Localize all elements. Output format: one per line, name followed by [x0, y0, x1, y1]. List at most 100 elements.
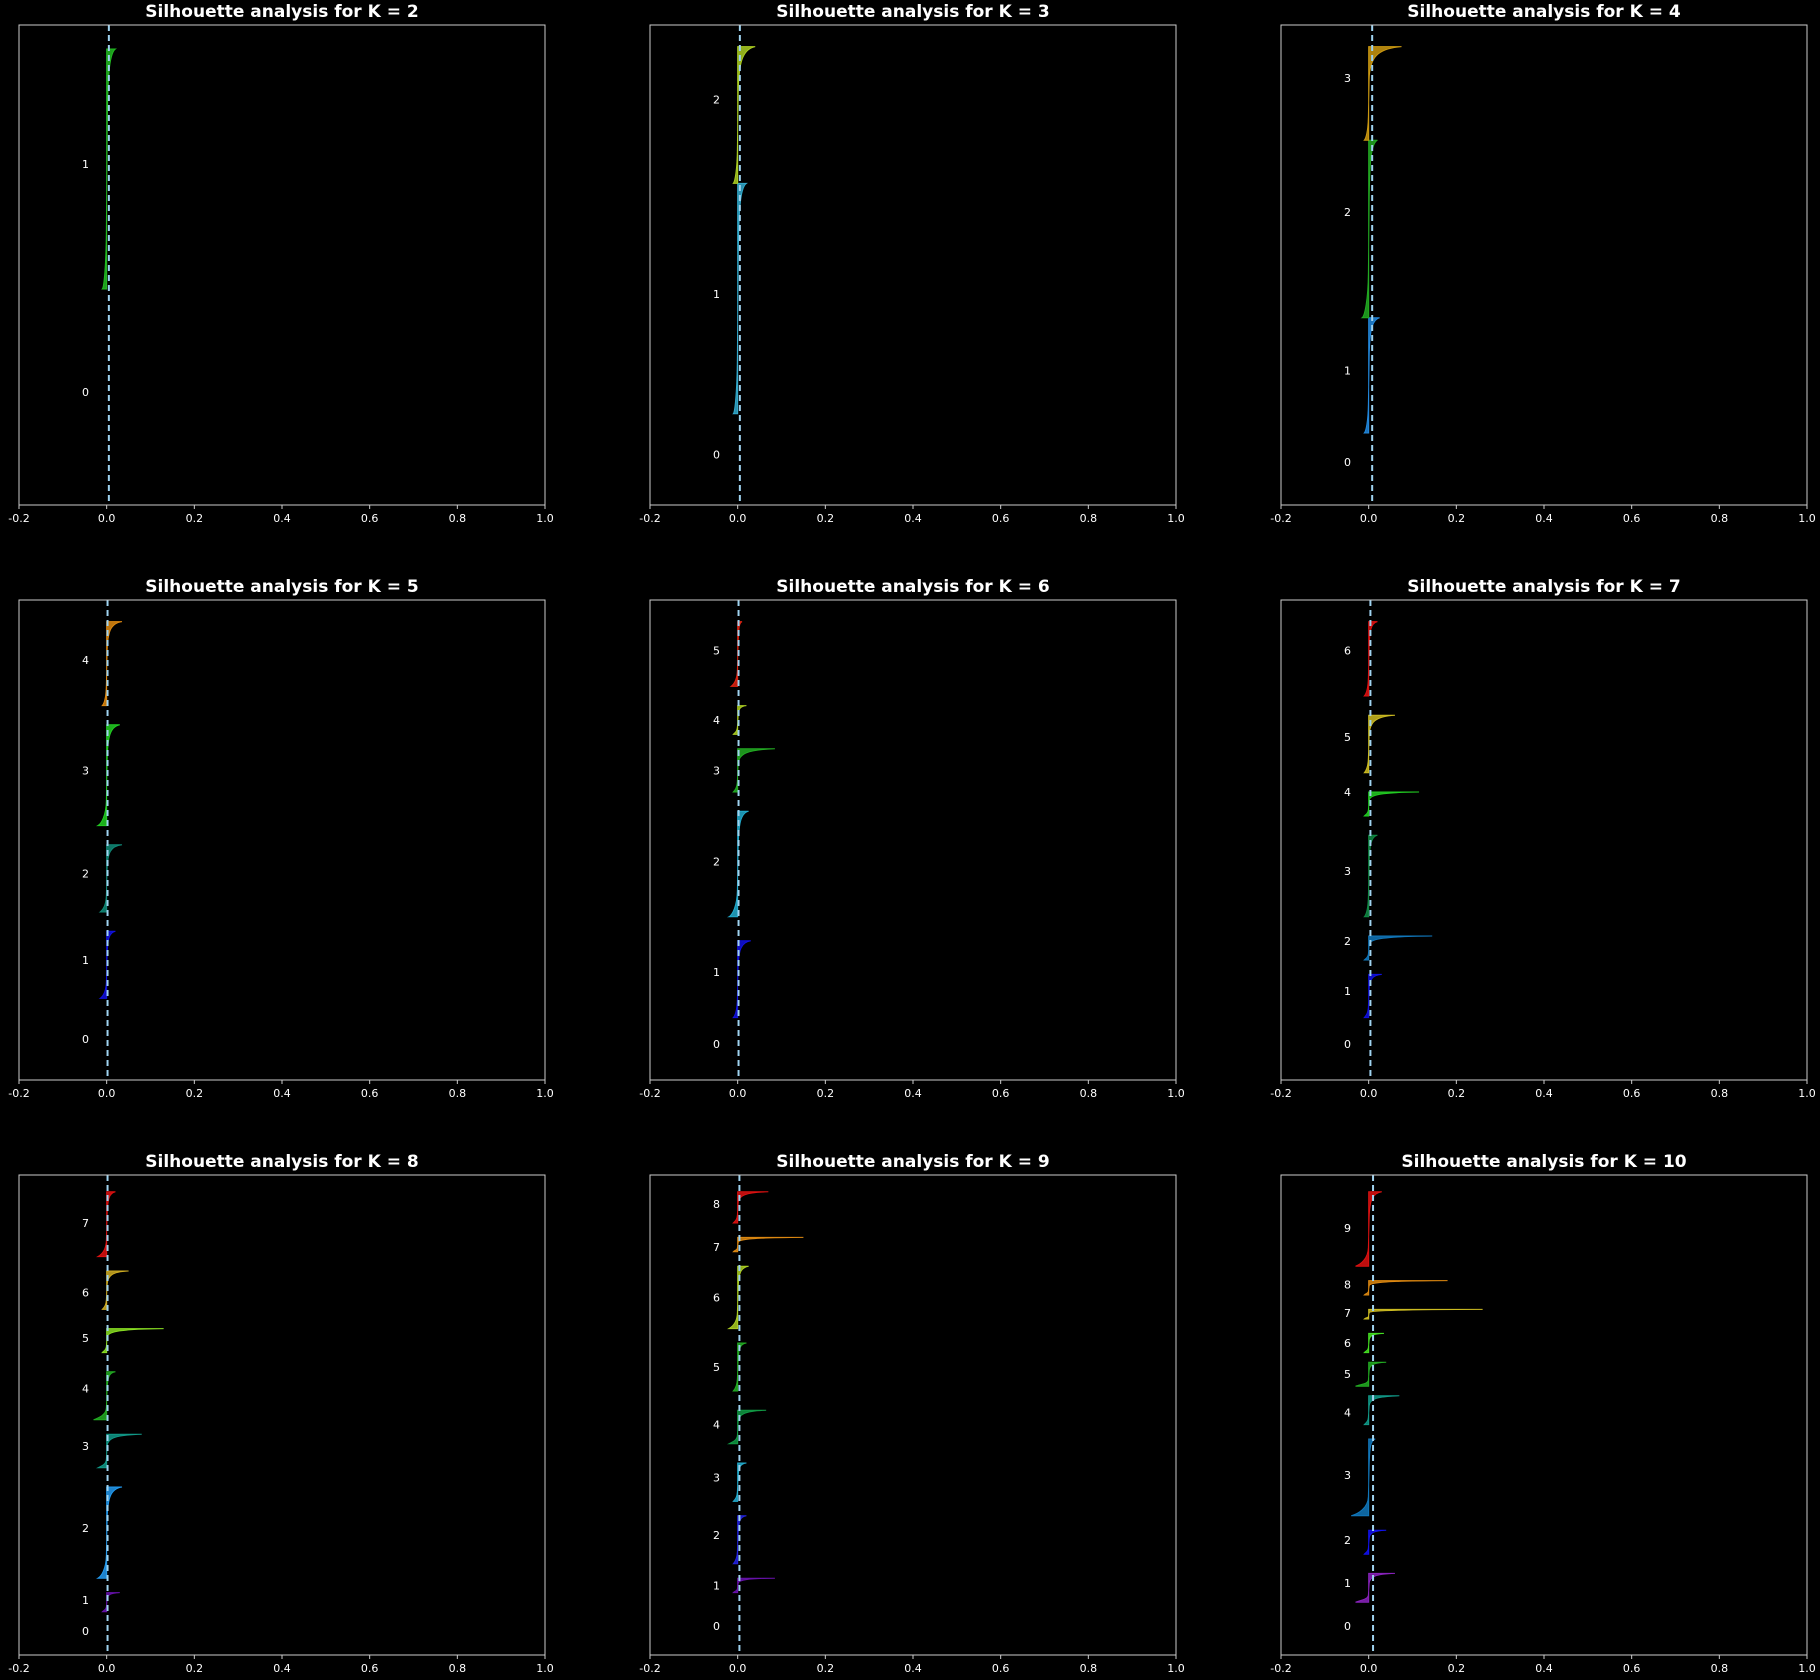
cluster-label: 5	[82, 1332, 89, 1345]
x-tick-label: 1.0	[536, 1087, 554, 1100]
cluster-1-silhouette	[732, 1577, 775, 1594]
cluster-3-silhouette	[1350, 1438, 1376, 1517]
cluster-label: 5	[713, 644, 720, 657]
cluster-label: 0	[713, 1620, 720, 1633]
x-tick-label: 0.8	[449, 512, 467, 525]
x-tick-label: 0.8	[1711, 1087, 1729, 1100]
silhouette-subplot-k5: Silhouette analysis for K = 5 0 1 2 3 4 -0.2 0.…	[8, 577, 553, 1100]
x-tick-label: 0.0	[729, 1662, 747, 1675]
x-tick-label: -0.2	[8, 512, 29, 525]
x-tick-label: 0.6	[992, 1662, 1010, 1675]
x-tick-label: -0.2	[1270, 1087, 1291, 1100]
subplot-title: Silhouette analysis for K = 7	[1407, 577, 1680, 597]
cluster-label: 8	[713, 1198, 720, 1211]
cluster-2-silhouette	[98, 844, 123, 913]
x-tick-label: 0.0	[729, 1087, 747, 1100]
x-tick-label: 0.0	[98, 512, 116, 525]
cluster-label: 0	[1344, 1038, 1351, 1051]
cluster-7-silhouette	[732, 1236, 804, 1253]
cluster-1-silhouette	[732, 940, 751, 1019]
cluster-label: 6	[1344, 644, 1351, 657]
cluster-label: 7	[713, 1241, 720, 1254]
x-tick-label: 0.6	[1623, 1087, 1641, 1100]
cluster-label: 0	[82, 386, 89, 399]
cluster-label: 1	[1344, 985, 1351, 998]
silhouette-subplot-k6: Silhouette analysis for K = 6 0 1 2 3 4 5 -0.2 0…	[639, 577, 1184, 1100]
x-tick-label: -0.2	[639, 1087, 660, 1100]
x-tick-label: -0.2	[639, 1662, 660, 1675]
cluster-7-silhouette	[96, 1191, 116, 1258]
x-tick-label: 0.0	[1360, 512, 1378, 525]
cluster-label: 4	[82, 654, 89, 667]
cluster-label: 2	[713, 856, 720, 869]
cluster-3-silhouette	[732, 748, 775, 793]
cluster-label: 4	[713, 714, 720, 727]
plot-frame	[1280, 24, 1808, 506]
cluster-6-silhouette	[1363, 1332, 1385, 1354]
plot-frame	[18, 599, 546, 1081]
x-tick-label: 0.0	[1360, 1087, 1378, 1100]
cluster-label: 1	[82, 1594, 89, 1607]
x-tick-label: 0.0	[98, 1087, 116, 1100]
x-tick-label: 0.6	[992, 512, 1010, 525]
silhouette-subplot-k8: Silhouette analysis for K = 8 0 1 2 3 4 5 6 7 -0.…	[8, 1152, 553, 1675]
cluster-label: 1	[713, 966, 720, 979]
x-tick-label: 0.6	[361, 1087, 379, 1100]
x-tick-label: 0.6	[361, 512, 379, 525]
x-tick-label: -0.2	[8, 1087, 29, 1100]
cluster-5-silhouette	[1355, 1361, 1387, 1387]
x-tick-label: 0.2	[1448, 1087, 1466, 1100]
x-tick-label: 1.0	[536, 512, 554, 525]
cluster-label: 4	[713, 1419, 720, 1432]
subplot-title: Silhouette analysis for K = 4	[1407, 2, 1681, 22]
cluster-5-silhouette	[101, 1328, 164, 1354]
x-tick-label: 0.2	[1448, 512, 1466, 525]
cluster-label: 2	[1344, 206, 1351, 219]
cluster-5-silhouette	[729, 621, 743, 687]
plot-frame	[18, 1174, 546, 1656]
x-tick-label: 0.2	[817, 1662, 835, 1675]
x-tick-label: 1.0	[536, 1662, 554, 1675]
x-tick-label: 0.6	[1623, 1662, 1641, 1675]
cluster-label: 0	[1344, 1620, 1351, 1633]
x-tick-label: 0.8	[1711, 1662, 1729, 1675]
plot-frame	[1280, 1174, 1808, 1656]
x-tick-label: 0.8	[1080, 1087, 1098, 1100]
x-tick-label: 0.4	[1535, 512, 1553, 525]
x-tick-label: 0.4	[904, 1087, 922, 1100]
cluster-label: 3	[82, 1440, 89, 1453]
cluster-4-silhouette	[732, 705, 747, 735]
x-tick-label: 1.0	[1167, 1087, 1185, 1100]
cluster-label: 3	[713, 1471, 720, 1484]
cluster-label: 6	[82, 1287, 89, 1300]
x-tick-label: 1.0	[1167, 512, 1185, 525]
cluster-label: 4	[1344, 1407, 1351, 1420]
cluster-2-silhouette	[1363, 1529, 1387, 1555]
x-tick-label: -0.2	[8, 1662, 29, 1675]
cluster-label: 0	[82, 1033, 89, 1046]
cluster-3-silhouette	[1363, 834, 1378, 918]
x-tick-label: 0.2	[186, 1662, 204, 1675]
plot-frame	[649, 1174, 1177, 1656]
subplot-title: Silhouette analysis for K = 2	[145, 2, 418, 22]
x-tick-label: 0.6	[1623, 512, 1641, 525]
subplot-title: Silhouette analysis for K = 6	[776, 577, 1049, 597]
x-tick-label: 0.4	[273, 512, 291, 525]
x-tick-label: 0.4	[904, 512, 922, 525]
cluster-label: 1	[82, 954, 89, 967]
cluster-label: 0	[1344, 456, 1351, 469]
cluster-label: 1	[82, 158, 89, 171]
cluster-label: 1	[713, 288, 720, 301]
x-tick-label: 0.6	[992, 1087, 1010, 1100]
cluster-label: 3	[713, 764, 720, 777]
cluster-label: 8	[1344, 1278, 1351, 1291]
silhouette-subplot-k9: Silhouette analysis for K = 9 0 1 2 3 4 5 6 7 8 -0…	[639, 1152, 1184, 1675]
cluster-2-silhouette	[1360, 139, 1378, 319]
cluster-6-silhouette	[1363, 621, 1378, 697]
silhouette-subplot-k10: Silhouette analysis for K = 10 0 1 2 3 4 5 6 7 8 9…	[1270, 1152, 1815, 1675]
cluster-label: 4	[1344, 786, 1351, 799]
x-tick-label: 0.4	[273, 1087, 291, 1100]
plot-frame	[649, 24, 1177, 506]
x-tick-label: 0.4	[1535, 1087, 1553, 1100]
